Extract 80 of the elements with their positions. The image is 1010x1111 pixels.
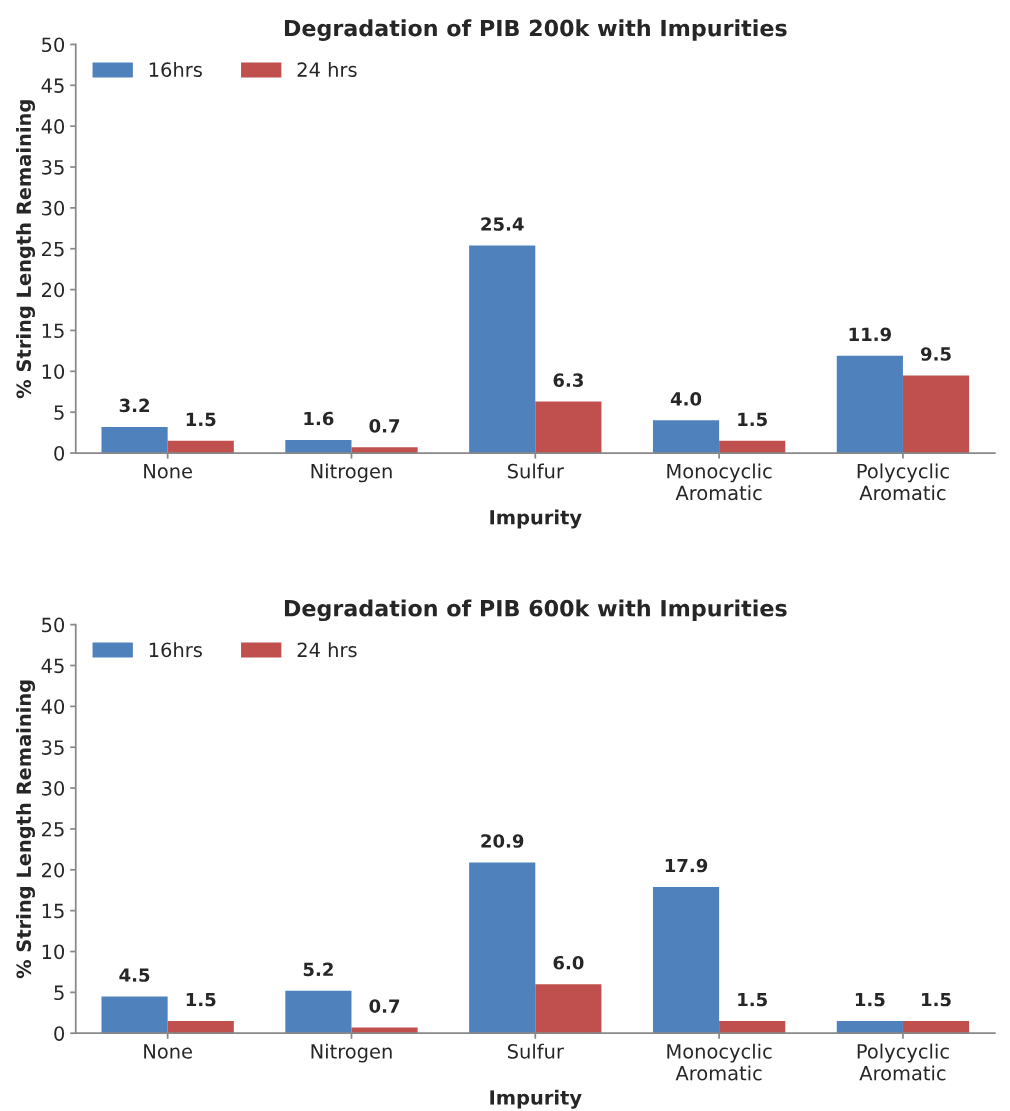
x-tick-label: None [144, 464, 192, 479]
y-tick-label: 40 [41, 699, 65, 715]
chart-title: Degradation of PIB 600k with Impurities [284, 599, 787, 622]
data-label: 0.7 [369, 419, 400, 433]
data-label: 1.5 [738, 412, 767, 427]
data-label: 1.5 [855, 992, 885, 1007]
x-tick-label: Nitrogen [311, 463, 392, 483]
bar [719, 1020, 786, 1034]
data-label: 1.5 [738, 992, 767, 1007]
data-label: 17.9 [665, 858, 708, 873]
data-label: 1.6 [304, 411, 334, 426]
bar [902, 375, 970, 454]
y-tick-label: 20 [42, 282, 65, 298]
y-tick-label: 35 [42, 740, 64, 755]
x-tick-label: Sulfur [507, 1043, 564, 1059]
y-tick-label: 40 [41, 119, 65, 134]
x-tick-label: Sulfur [507, 463, 564, 479]
bar [469, 245, 536, 454]
y-tick-label: 50 [42, 617, 65, 633]
data-label: 5.2 [303, 962, 333, 977]
x-tick-label: Monocyclic Aromatic [667, 1043, 772, 1081]
data-label: 1.5 [922, 992, 951, 1007]
bar [167, 440, 234, 454]
x-tick-label: None [144, 1044, 192, 1059]
chart-title: Degradation of PIB 200k with Impurities [284, 19, 787, 41]
data-label: 11.9 [849, 327, 891, 342]
y-tick-label: 35 [42, 159, 64, 175]
data-label: 9.5 [920, 347, 951, 361]
y-tick-label: 10 [42, 364, 65, 379]
y-tick-label: 0 [54, 1026, 65, 1041]
x-tick-label: Polycyclic Aromatic [857, 1043, 949, 1081]
x-tick-label: Polycyclic Aromatic [857, 463, 949, 501]
data-label: 4.0 [670, 392, 702, 406]
bar [469, 862, 536, 1034]
bar [652, 420, 720, 454]
bar [535, 984, 602, 1034]
data-label: 0.7 [369, 999, 400, 1013]
y-tick-label: 45 [41, 658, 64, 674]
bar [719, 440, 786, 454]
y-tick-label: 10 [42, 944, 65, 960]
bar [535, 401, 602, 454]
bar [285, 439, 352, 454]
legend-label: 24 hrs [297, 61, 357, 77]
y-axis-title: % String Length Remaining [16, 680, 36, 979]
y-tick-label: 20 [42, 862, 65, 878]
y-tick-label: 45 [41, 78, 64, 93]
y-tick-label: 25 [42, 241, 64, 257]
legend-label: 24 hrs [297, 642, 357, 658]
data-label: 6.0 [553, 955, 584, 970]
bar [167, 1020, 234, 1034]
x-axis-title: Impurity [490, 509, 582, 529]
data-label: 1.5 [186, 992, 216, 1007]
bar [836, 355, 903, 454]
data-label: 25.4 [481, 217, 524, 231]
x-axis-title: Impurity [490, 1089, 582, 1109]
x-tick-label: Monocyclic Aromatic [667, 463, 772, 501]
legend-label: 16hrs [149, 61, 202, 77]
data-label: 20.9 [481, 834, 524, 848]
y-tick-label: 25 [42, 821, 64, 837]
bar [902, 1020, 970, 1034]
y-tick-label: 15 [42, 903, 64, 919]
bar [101, 996, 168, 1034]
data-label: 3.2 [119, 398, 149, 413]
bar [101, 426, 168, 454]
y-tick-label: 15 [42, 323, 64, 339]
bar [652, 886, 720, 1034]
y-tick-label: 0 [54, 445, 65, 461]
y-tick-label: 30 [42, 200, 65, 216]
data-label: 1.5 [186, 412, 216, 427]
bar [285, 990, 352, 1034]
y-axis-title: % String Length Remaining [16, 100, 36, 399]
data-label: 6.3 [553, 373, 583, 387]
y-tick-label: 30 [42, 781, 65, 796]
y-tick-label: 5 [54, 405, 64, 420]
y-tick-label: 50 [42, 37, 65, 53]
y-tick-label: 5 [54, 985, 64, 1001]
bar [836, 1020, 903, 1034]
x-tick-label: Nitrogen [311, 1043, 392, 1063]
legend-label: 16hrs [149, 642, 202, 658]
data-label: 4.5 [119, 968, 150, 982]
